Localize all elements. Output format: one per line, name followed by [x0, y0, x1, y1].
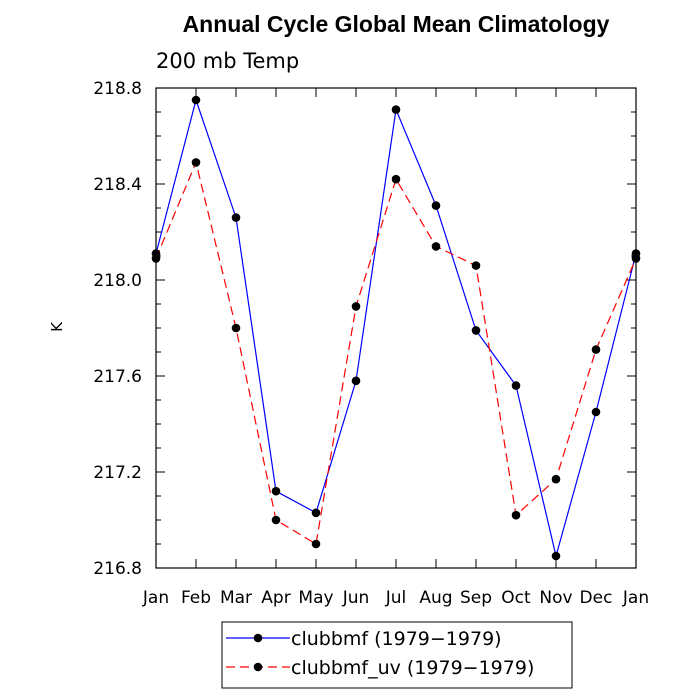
series-0-point [351, 376, 361, 386]
y-tick-label: 217.2 [93, 463, 142, 483]
series-line-0 [155, 97, 637, 557]
series-1-point [351, 302, 361, 311]
series-1-point [631, 254, 641, 263]
x-tick-label: Dec [580, 588, 613, 608]
series-0-point [271, 486, 281, 496]
chart-subtitle: 200 mb Temp [156, 49, 299, 73]
y-tick-label: 217.6 [93, 367, 142, 387]
series-1-point [471, 261, 481, 270]
series-1-point [591, 345, 601, 354]
series-1-point [191, 158, 201, 167]
plot-frame [155, 87, 637, 569]
series-0-point [231, 213, 241, 222]
x-tick-label: Feb [181, 588, 211, 608]
x-tick-label: Nov [539, 588, 572, 608]
x-tick-label: Mar [220, 588, 252, 608]
series-0-point [431, 201, 441, 210]
y-axis-label: K [48, 321, 66, 332]
series-1-point [391, 174, 401, 184]
series-0-point [311, 508, 321, 518]
series-line-1 [155, 160, 637, 545]
series-0-point [591, 407, 601, 417]
series-1-point [151, 254, 161, 263]
series-1-point [551, 474, 561, 484]
series-1-point [431, 242, 441, 251]
series-1-point [311, 539, 321, 549]
x-tick-label: Oct [501, 588, 531, 608]
legend-marker-1 [253, 662, 263, 672]
series-1-point [231, 323, 241, 333]
legend-label-1: clubbmf_uv (1979−1979) [291, 657, 534, 679]
series-0-point [191, 95, 201, 105]
y-tick-label: 218.0 [93, 271, 142, 291]
x-tick-label: Jan [142, 588, 169, 608]
y-tick-label: 218.8 [93, 79, 142, 99]
series-0-point [511, 381, 521, 390]
legend-box [221, 621, 573, 689]
x-tick-label: Jan [622, 588, 649, 608]
y-tick-label: 216.8 [93, 559, 142, 579]
series-0-point [551, 551, 561, 561]
x-tick-label: May [298, 588, 333, 608]
chart-title: Annual Cycle Global Mean Climatology [183, 11, 610, 37]
x-tick-label: Aug [419, 588, 452, 608]
legend-marker-0 [253, 633, 263, 643]
series-0-point [471, 326, 481, 335]
x-tick-label: Jul [385, 588, 407, 608]
series-0-point [391, 105, 401, 114]
series-1-point [271, 515, 281, 525]
x-tick-label: Jun [342, 588, 370, 608]
y-tick-label: 218.4 [93, 175, 142, 195]
x-tick-label: Apr [261, 588, 290, 608]
x-tick-label: Sep [460, 588, 492, 608]
legend-label-0: clubbmf (1979−1979) [291, 628, 502, 650]
series-1-point [511, 510, 521, 520]
